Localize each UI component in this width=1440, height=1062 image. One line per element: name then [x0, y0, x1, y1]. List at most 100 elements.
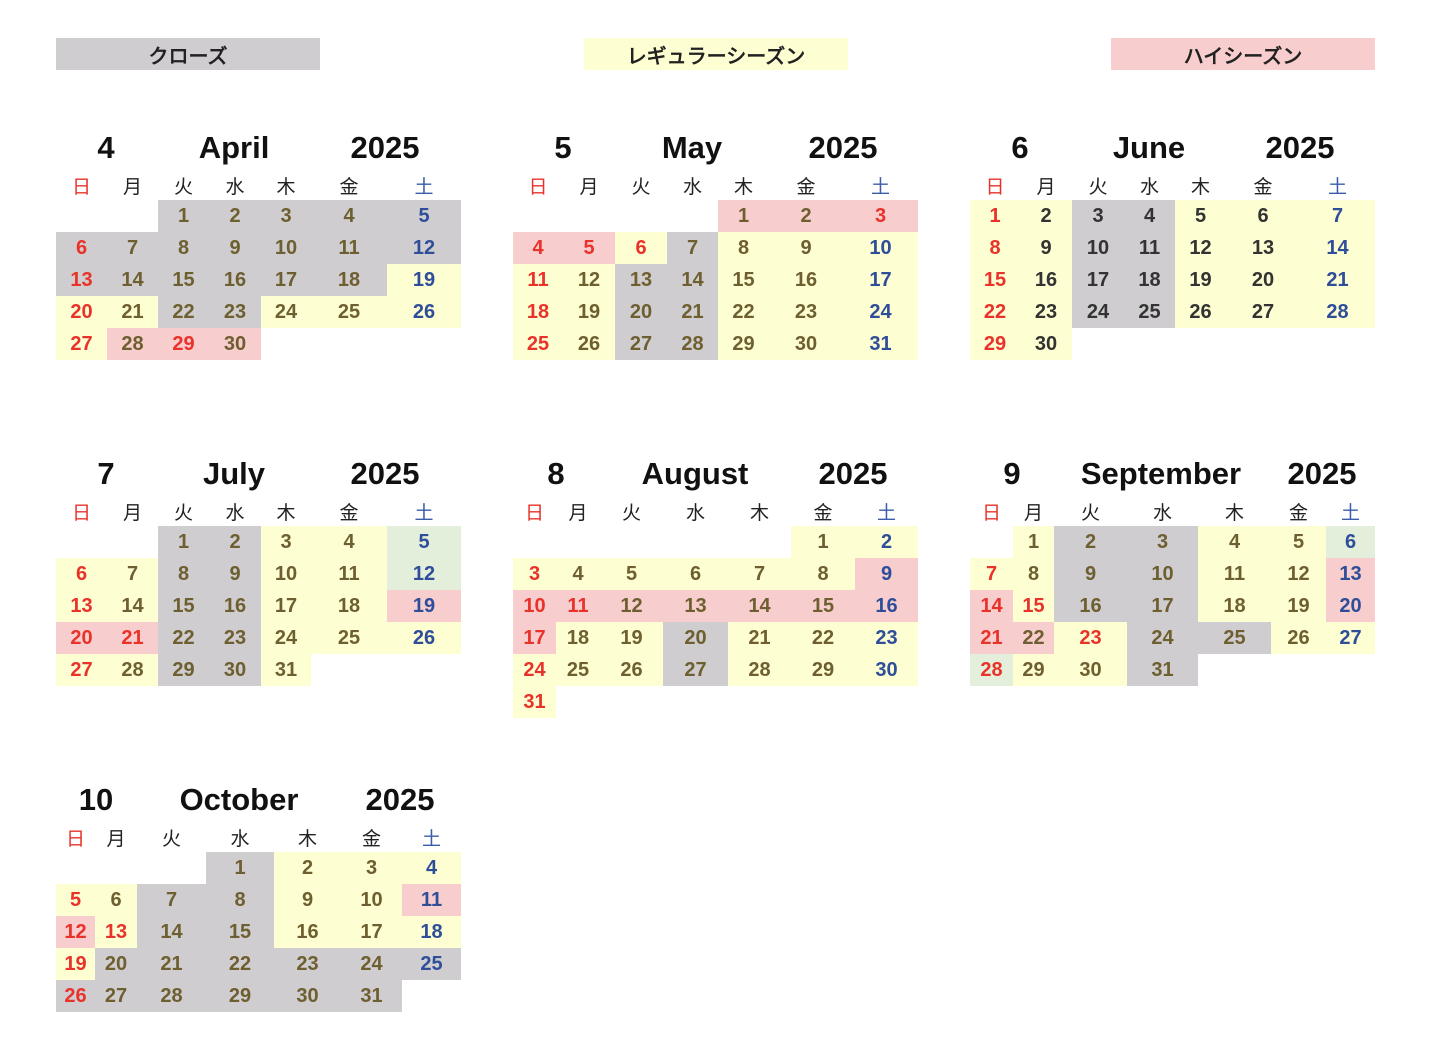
month-number: 4 [97, 130, 115, 165]
day-cell-high: 21 [107, 622, 158, 654]
weekday-header: 水 [1152, 501, 1172, 524]
day-cell-high: 16 [855, 590, 918, 622]
day-cell-closed: 9 [209, 558, 261, 590]
day-cell-closed: 8 [158, 232, 209, 264]
day-cell-closed: 27 [663, 654, 728, 686]
weekday-header: 土 [1340, 501, 1360, 524]
day-cell-closed: 25 [1198, 622, 1271, 654]
day-cell-regular: 20 [56, 296, 107, 328]
day-cell-regular: 5 [1175, 200, 1226, 232]
day-cell-regular: 3 [513, 558, 556, 590]
day-cell-closed: 13 [615, 264, 667, 296]
day-cell-closed: 2 [209, 200, 261, 232]
day-cell-regular: 10 [341, 884, 402, 916]
day-cell-regular: 30 [1054, 654, 1127, 686]
day-cell-regular: 4 [556, 558, 600, 590]
weekday-header: 木 [276, 175, 296, 198]
day-cell-high: 4 [513, 232, 563, 264]
weekday-header: 日 [981, 501, 1001, 524]
day-cell-regular: 13 [56, 590, 107, 622]
day-cell-regular: 26 [387, 622, 461, 654]
day-cell-closed: 22 [158, 622, 209, 654]
day-cell-high: 2 [769, 200, 843, 232]
day-cell-closed: 7 [667, 232, 718, 264]
month-name: June [1112, 130, 1186, 165]
month-name: April [198, 130, 270, 165]
day-cell-regular: 22 [791, 622, 855, 654]
day-cell-regular: 14 [1300, 232, 1375, 264]
day-cell-closed: 9 [209, 232, 261, 264]
day-cell-regular: 24 [261, 622, 311, 654]
day-cell-regular: 18 [513, 296, 563, 328]
day-cell-regular: 17 [843, 264, 918, 296]
day-cell-closed: 15 [206, 916, 274, 948]
day-cell-regular: 22 [970, 296, 1020, 328]
day-cell-closed: 15 [158, 264, 209, 296]
month-year: 2025 [350, 456, 420, 491]
weekday-header: 金 [1288, 501, 1308, 524]
day-cell-high: 30 [209, 328, 261, 360]
day-cell-closed: 23 [209, 622, 261, 654]
day-cell-closed: 1 [158, 526, 209, 558]
day-cell-regular: 1 [970, 200, 1020, 232]
day-cell-regular: 21 [728, 622, 791, 654]
day-cell-regular: 8 [1013, 558, 1054, 590]
day-cell-regular: 3 [261, 526, 311, 558]
day-cell-closed: 12 [387, 232, 461, 264]
day-cell-regular: 8 [791, 558, 855, 590]
month-calendar-august: 8 August 2025 日月火水木金土 1 2 3 4 5 6 7 8 9 10 11 12 13 14 15 1… [513, 454, 918, 718]
weekday-header: 土 [876, 501, 896, 524]
day-cell-regular: 7 [1300, 200, 1375, 232]
day-cell-closed: 28 [137, 980, 206, 1012]
day-cell-regular: 18 [402, 916, 461, 948]
weekday-header: 火 [631, 175, 651, 198]
day-cell-regular: 27 [1226, 296, 1300, 328]
day-cell-regular: 27 [1326, 622, 1375, 654]
day-cell-regular: 15 [1013, 590, 1054, 622]
day-cell-regular: 19 [563, 296, 615, 328]
day-cell-closed: 20 [95, 948, 137, 980]
day-cell-closed: 16 [209, 590, 261, 622]
day-cell-closed: 2 [1054, 526, 1127, 558]
month-year: 2025 [818, 456, 888, 491]
day-cell-regular: 17 [341, 916, 402, 948]
day-cell-regular: 8 [718, 232, 769, 264]
weekday-header: 火 [1088, 175, 1108, 198]
month-number: 5 [554, 130, 572, 165]
day-cell-high: 29 [158, 328, 209, 360]
day-cell-special: 28 [970, 654, 1013, 686]
weekday-header: 火 [621, 501, 641, 524]
day-cell-closed: 22 [158, 296, 209, 328]
day-cell-regular: 7 [728, 558, 791, 590]
day-cell-high: 22 [1013, 622, 1054, 654]
day-cell-regular: 19 [600, 622, 663, 654]
day-cell-regular: 29 [718, 328, 769, 360]
day-grid: 日月火水木金土 1 2 3 4 5 6 7 8 9 10 11 12 13 14 15 16 17 18 19 20 21… [56, 168, 461, 360]
weekday-header: 火 [173, 501, 193, 524]
day-cell-closed: 24 [1072, 296, 1124, 328]
day-cell-high: 1 [718, 200, 769, 232]
month-name: August [641, 456, 749, 491]
day-cell-closed: 8 [206, 884, 274, 916]
weekday-header: 金 [813, 501, 833, 524]
weekday-header: 月 [1023, 501, 1043, 524]
day-cell-regular: 5 [600, 558, 663, 590]
month-title: 8 August 2025 [513, 454, 918, 494]
day-cell-closed: 6 [56, 232, 107, 264]
day-cell-high: 13 [1326, 558, 1375, 590]
month-year: 2025 [1265, 130, 1335, 165]
day-cell-high: 14 [728, 590, 791, 622]
month-title: 6 June 2025 [970, 128, 1375, 168]
month-number: 9 [1003, 456, 1021, 491]
weekday-header: 水 [230, 827, 250, 850]
day-cell-closed: 7 [107, 232, 158, 264]
day-cell-closed: 3 [261, 200, 311, 232]
day-cell-regular: 6 [56, 558, 107, 590]
day-cell-regular: 2 [855, 526, 918, 558]
day-cell-regular: 30 [855, 654, 918, 686]
weekday-header: 木 [733, 175, 753, 198]
day-cell-regular: 28 [107, 654, 158, 686]
month-title: 5 May 2025 [513, 128, 918, 168]
month-name: October [179, 782, 299, 817]
weekday-header: 日 [65, 827, 85, 850]
